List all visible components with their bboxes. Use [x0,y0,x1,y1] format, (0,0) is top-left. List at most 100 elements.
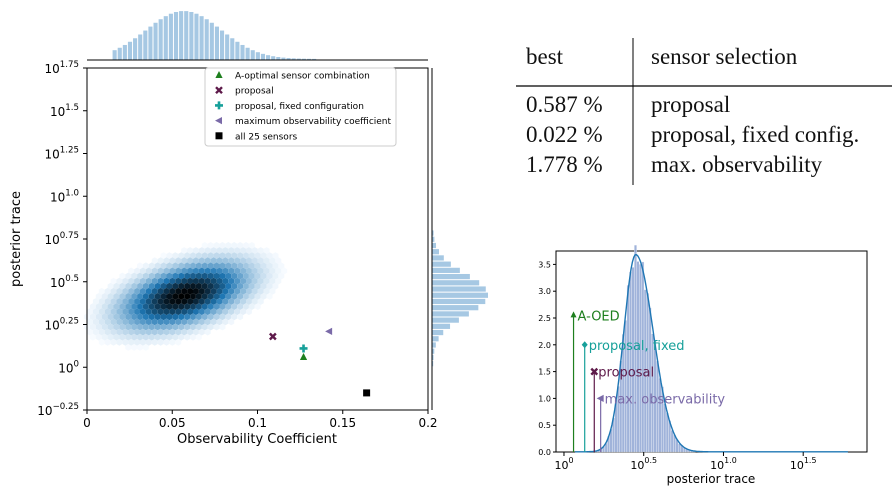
density-hex [125,293,132,300]
density-hex [193,328,199,336]
density-y-tick-label: 0.0 [538,448,551,457]
y-hist-bar [432,317,459,323]
density-hex [110,277,117,285]
density-hex [163,338,170,346]
x-hist-bar [271,56,276,60]
density-hex [254,252,261,259]
density-hex [110,328,117,336]
density-hex [113,323,120,331]
density-hex [128,287,135,295]
density-hex [160,303,167,310]
density-hex [119,333,126,341]
density-hex [166,262,173,270]
density-hex [137,344,143,351]
main-y-axis-label: posterior trace [9,191,24,287]
density-hex [163,318,170,326]
density-hex [140,277,146,285]
density-hex [166,272,173,280]
density-hex [257,267,264,275]
density-hex [145,308,152,316]
density-hex [225,303,232,310]
density-hex [228,267,235,275]
density-hex [122,277,129,285]
density-hex [243,262,249,270]
density-hex [204,308,211,316]
density-hex [187,318,193,326]
density-hex [122,287,129,295]
density-hex [125,313,132,321]
density-hex [240,277,246,285]
density-hex [178,333,185,341]
density-hex [128,308,135,316]
density-hex [201,242,208,249]
legend-frame [204,67,397,147]
density-hex [163,267,170,275]
density-hex [213,272,220,280]
density-hex [251,257,258,265]
density-hex [222,247,229,254]
density-hex [142,333,149,341]
density-hex [148,272,155,280]
x-hist-bar [189,11,194,60]
density-hex [160,323,167,331]
density-hex [137,323,143,331]
density-hex [95,333,102,341]
density-hex [175,308,182,316]
x-hist-bar [306,58,312,60]
y-tick-label: 10−0.25 [37,402,79,418]
density-hex [225,252,232,259]
density-hex [222,267,229,275]
density-hex [237,262,244,270]
density-hist-bar [641,261,645,453]
density-hex [198,298,205,305]
y-hist-bar [432,273,470,280]
density-hex [231,282,238,290]
density-hex [216,308,223,316]
density-hex [275,257,282,265]
density-hex [137,282,143,290]
density-hex [184,262,191,270]
density-hex [154,333,161,341]
density-hex [260,293,267,300]
density-hex [87,308,93,316]
density-hex [193,267,199,275]
x-hist-bar [168,13,173,60]
density-hex [172,262,179,270]
density-hex [207,323,214,331]
density-hex [234,257,241,265]
density-hex [134,287,140,295]
density-y-tick-label: 1.0 [538,394,551,403]
density-hex [187,308,193,316]
density-hex [181,287,188,295]
density-hex [107,282,114,290]
density-hex [178,323,185,331]
legend-label: maximum observability coefficient [235,117,392,127]
density-hex [104,298,111,305]
x-hist-bar [214,26,219,60]
x-hist-bar [153,22,158,60]
density-hex [175,328,182,336]
density-hex [157,308,164,316]
density-hex [131,323,138,331]
density-hex [157,298,164,305]
marker-square [363,389,371,397]
density-hex [113,313,120,321]
density-hex [140,308,146,316]
y-hist-bar [432,348,435,354]
legend: A-optimal sensor combination proposal prop… [204,67,397,147]
density-hex [101,333,108,341]
density-hex [128,318,135,326]
density-hex [228,257,235,265]
legend-label: proposal [235,87,274,97]
density-hex [263,277,270,285]
density-hist-bar [665,412,669,453]
marginal-y-histogram [432,230,488,367]
density-hex [272,252,279,259]
density-hex [166,313,173,321]
density-hex [225,282,232,290]
density-hex [145,287,152,295]
y-tick-label: 100.75 [45,231,80,247]
density-hex [228,287,235,295]
legend-marker [215,86,223,95]
